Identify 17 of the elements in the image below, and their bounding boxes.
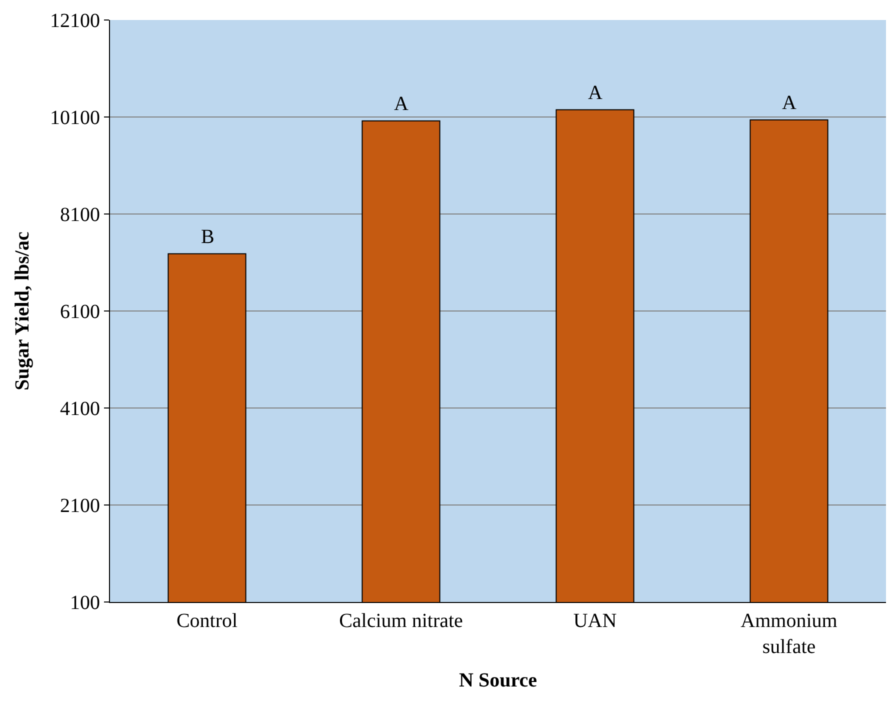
annotation: A: [588, 82, 603, 104]
x-tick-label: Ammonium sulfate: [740, 610, 838, 658]
y-tick-label: 100: [70, 592, 100, 614]
y-tick-label: 10100: [50, 107, 100, 129]
x-tick-label: Calcium nitrate: [339, 610, 464, 632]
annotation: A: [394, 93, 409, 115]
x-axis-title: N Source: [459, 670, 538, 692]
y-axis-title: Sugar Yield, lbs/ac: [12, 232, 34, 390]
y-tick-label: 2100: [60, 495, 100, 517]
y-tick-label: 8100: [60, 204, 100, 226]
y-tick-label: 4100: [60, 398, 100, 420]
y-tick-label: 6100: [60, 301, 100, 323]
y-tick-label: 12100: [50, 10, 100, 32]
annotation: A: [782, 92, 797, 114]
annotation: B: [201, 226, 214, 248]
x-tick-label: Control: [176, 610, 238, 632]
x-tick-label: UAN: [573, 610, 617, 632]
